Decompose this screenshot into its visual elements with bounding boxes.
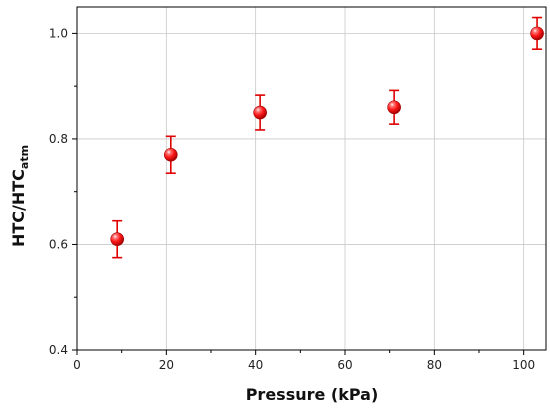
axes bbox=[76, 6, 547, 351]
y-axis-title: HTC/HTCatm bbox=[9, 145, 31, 247]
x-tick-label: 20 bbox=[159, 358, 174, 372]
tick-marks bbox=[72, 32, 525, 355]
y-axis-title-subscript: atm bbox=[18, 145, 31, 169]
tick-labels: 0 20 40 60 80 100 0.4 0.6 0.8 1.0 bbox=[49, 26, 535, 372]
y-tick-label: 0.4 bbox=[49, 343, 68, 357]
data-point bbox=[110, 232, 124, 246]
x-axis-title: Pressure (kPa) bbox=[246, 385, 379, 404]
plot-frame bbox=[76, 6, 547, 351]
grid-lines bbox=[77, 7, 546, 350]
data-point bbox=[164, 147, 178, 162]
data-points bbox=[110, 26, 544, 246]
x-tick-label: 100 bbox=[512, 358, 535, 372]
svg-text:HTC/HTCatm: HTC/HTCatm bbox=[9, 145, 31, 247]
x-tick-label: 60 bbox=[337, 358, 352, 372]
y-axis-title-main: HTC/HTC bbox=[9, 169, 28, 247]
y-tick-label: 1.0 bbox=[49, 26, 68, 40]
error-bars bbox=[112, 16, 543, 259]
data-point bbox=[530, 26, 544, 41]
x-tick-label: 80 bbox=[427, 358, 442, 372]
data-point bbox=[253, 105, 267, 120]
x-tick-label: 0 bbox=[73, 358, 81, 372]
data-point bbox=[387, 100, 401, 115]
x-tick-label: 40 bbox=[248, 358, 263, 372]
y-tick-label: 0.8 bbox=[49, 132, 68, 146]
y-tick-label: 0.6 bbox=[49, 237, 68, 251]
